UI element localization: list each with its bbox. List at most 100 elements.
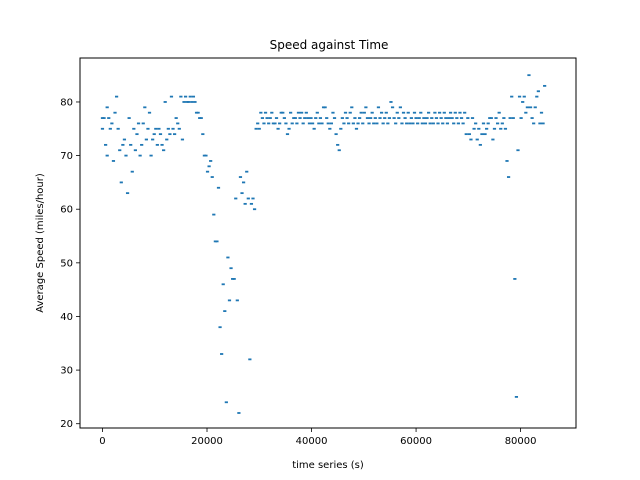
data-point	[502, 117, 506, 119]
data-point	[146, 127, 150, 130]
data-point	[307, 122, 312, 125]
data-point	[528, 106, 533, 109]
data-point	[436, 122, 440, 125]
data-point	[425, 117, 429, 119]
data-point	[309, 117, 313, 119]
data-point	[517, 95, 522, 98]
y-axis-ticks: 20 30 40 50 60 70 80	[60, 97, 80, 430]
data-point	[390, 106, 395, 109]
data-point	[483, 133, 487, 136]
data-point	[100, 127, 105, 130]
data-point	[262, 122, 266, 125]
data-point	[519, 117, 523, 119]
data-point	[227, 299, 232, 302]
data-point	[535, 95, 539, 98]
data-point	[102, 117, 106, 119]
data-point	[274, 117, 279, 119]
data-point	[378, 117, 382, 119]
data-point	[474, 122, 478, 125]
data-point	[107, 117, 111, 119]
data-point	[428, 122, 432, 125]
data-point	[310, 122, 315, 125]
data-point	[539, 111, 544, 114]
data-point	[514, 396, 519, 398]
data-point	[111, 160, 116, 162]
data-point	[154, 127, 158, 130]
data-point	[212, 213, 216, 216]
data-point	[281, 111, 285, 114]
data-point	[361, 122, 365, 125]
data-point	[171, 127, 175, 130]
data-point	[188, 95, 192, 98]
data-point	[459, 117, 464, 119]
data-point	[430, 117, 434, 119]
data-point	[301, 122, 305, 125]
data-point	[538, 122, 542, 125]
data-point	[541, 122, 545, 125]
data-point	[122, 138, 127, 141]
data-point	[524, 111, 528, 114]
data-point	[489, 117, 493, 119]
data-point	[411, 122, 415, 125]
data-point	[289, 111, 293, 114]
data-point	[215, 240, 219, 243]
chart-title: Speed against Time	[270, 38, 389, 52]
data-point	[177, 127, 181, 130]
y-tick-label: 30	[60, 366, 73, 377]
data-point	[218, 326, 222, 329]
y-tick-label: 70	[60, 151, 73, 162]
data-point	[223, 310, 227, 312]
data-point	[124, 154, 128, 157]
data-point	[458, 111, 462, 114]
data-point	[132, 127, 136, 130]
data-point	[376, 106, 381, 109]
data-point	[254, 127, 258, 130]
x-axis-label: time series (s)	[292, 460, 364, 471]
data-point	[533, 106, 537, 109]
data-point	[437, 111, 442, 114]
data-point	[348, 111, 352, 114]
data-point	[270, 111, 274, 114]
data-point	[114, 95, 119, 98]
data-point	[362, 111, 366, 114]
data-point	[365, 117, 370, 119]
data-point	[359, 111, 363, 114]
data-point	[155, 143, 159, 146]
data-point	[485, 127, 489, 130]
plot-frame	[79, 57, 577, 429]
data-point	[351, 122, 355, 125]
data-point	[256, 122, 260, 125]
data-point	[354, 127, 359, 130]
data-point	[221, 283, 225, 286]
data-point	[340, 117, 344, 119]
data-point	[492, 127, 497, 130]
data-point	[525, 106, 529, 109]
data-point	[268, 117, 272, 119]
data-point	[521, 101, 525, 103]
data-point	[209, 160, 213, 162]
data-point	[347, 122, 351, 125]
data-point	[444, 117, 448, 119]
data-point	[516, 149, 520, 152]
data-point	[508, 117, 512, 119]
data-point	[196, 111, 200, 114]
data-point	[408, 122, 412, 125]
data-point	[320, 122, 324, 125]
data-point	[249, 202, 254, 205]
x-tick-label: 60000	[400, 436, 432, 447]
data-point	[241, 181, 246, 184]
data-point	[334, 133, 338, 136]
data-point	[439, 117, 443, 119]
data-point	[370, 111, 374, 114]
data-point	[237, 412, 241, 414]
data-point	[472, 127, 476, 130]
data-point	[260, 117, 265, 119]
data-point	[455, 117, 459, 119]
data-point	[367, 122, 371, 125]
data-point	[373, 117, 377, 119]
data-point	[157, 127, 161, 130]
data-point	[314, 117, 318, 119]
y-tick-label: 60	[60, 205, 73, 216]
data-point	[336, 143, 340, 146]
